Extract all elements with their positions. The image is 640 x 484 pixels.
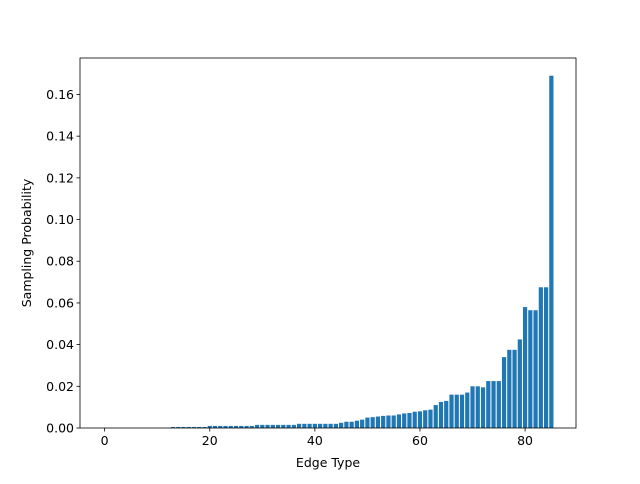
x-tick-label: 40 (307, 433, 323, 448)
bar (328, 423, 333, 428)
bar (291, 424, 296, 428)
bar (412, 411, 417, 428)
bar (339, 422, 344, 428)
bar (281, 424, 286, 428)
bar (233, 425, 239, 428)
bar (454, 394, 459, 428)
bar (186, 426, 191, 428)
y-tick-label: 0.04 (46, 337, 74, 352)
bar (344, 421, 349, 428)
bar (244, 425, 249, 428)
bar (360, 419, 365, 428)
plot-frame (79, 57, 577, 429)
x-axis-label: Edge Type (296, 455, 360, 470)
bar (533, 310, 538, 428)
bar (275, 424, 281, 428)
bar (370, 417, 375, 428)
y-tick-label: 0.10 (46, 212, 74, 227)
bar (333, 423, 338, 428)
bar (475, 386, 480, 428)
bar (396, 414, 402, 428)
bar (549, 75, 554, 428)
bar (538, 287, 543, 428)
bar (391, 415, 396, 428)
bar (449, 394, 454, 428)
y-tick-label: 0.06 (46, 295, 74, 310)
bar (491, 381, 496, 428)
bar (407, 412, 412, 428)
y-axis-label: Sampling Probability (19, 178, 34, 307)
x-tick-label: 0 (101, 433, 109, 448)
x-tick-label: 80 (517, 433, 533, 448)
bar (470, 386, 475, 428)
bar (459, 394, 465, 428)
bar (402, 413, 407, 428)
bar (249, 425, 254, 428)
bar (296, 423, 302, 428)
bar (512, 349, 517, 428)
bar (522, 307, 528, 428)
bar (212, 425, 218, 428)
bar (386, 415, 391, 428)
bar (433, 405, 438, 428)
bar (543, 287, 549, 428)
bar (381, 415, 386, 428)
bar (354, 420, 360, 428)
bar (307, 423, 312, 428)
bar (265, 424, 270, 428)
y-tick-label: 0.02 (46, 379, 74, 394)
bar (528, 310, 533, 428)
bar (312, 423, 317, 428)
bar (170, 426, 176, 428)
bar (349, 421, 354, 428)
bar (486, 381, 491, 428)
y-tick-label: 0.12 (46, 170, 74, 185)
bar (223, 425, 228, 428)
y-tick-label: 0.14 (46, 129, 74, 144)
bar (218, 425, 223, 428)
bar (423, 410, 428, 428)
bar (438, 401, 444, 428)
bar (465, 392, 470, 428)
bar (517, 339, 522, 428)
bar (176, 426, 181, 428)
y-tick-label: 0.08 (46, 254, 74, 269)
y-tick-label: 0.16 (46, 87, 74, 102)
bar (207, 425, 212, 428)
x-tick-label: 60 (412, 433, 428, 448)
bar (286, 424, 291, 428)
bar (191, 426, 197, 428)
bar (260, 424, 265, 428)
bar (501, 357, 507, 428)
bar (302, 423, 307, 428)
bar (254, 424, 260, 428)
bar (228, 425, 233, 428)
bar (375, 416, 381, 428)
bar (181, 426, 186, 428)
bar (428, 409, 433, 428)
bar (417, 411, 423, 428)
bar (444, 400, 449, 428)
bar (202, 426, 207, 428)
bar (507, 349, 512, 428)
bar (318, 423, 323, 428)
bar (323, 423, 328, 428)
y-tick-label: 0.00 (46, 421, 74, 436)
x-tick-label: 20 (202, 433, 218, 448)
bar (365, 417, 370, 428)
bar (197, 426, 202, 428)
bar (480, 387, 486, 428)
bar (496, 381, 501, 428)
bar (239, 425, 244, 428)
bar (270, 424, 275, 428)
